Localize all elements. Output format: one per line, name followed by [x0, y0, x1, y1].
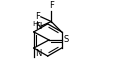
- Text: F: F: [35, 12, 40, 21]
- Text: N: N: [35, 49, 41, 58]
- Text: N: N: [35, 22, 41, 31]
- Text: S: S: [63, 35, 68, 44]
- Text: F: F: [35, 22, 40, 31]
- Text: F: F: [49, 1, 54, 10]
- Text: H: H: [32, 21, 38, 27]
